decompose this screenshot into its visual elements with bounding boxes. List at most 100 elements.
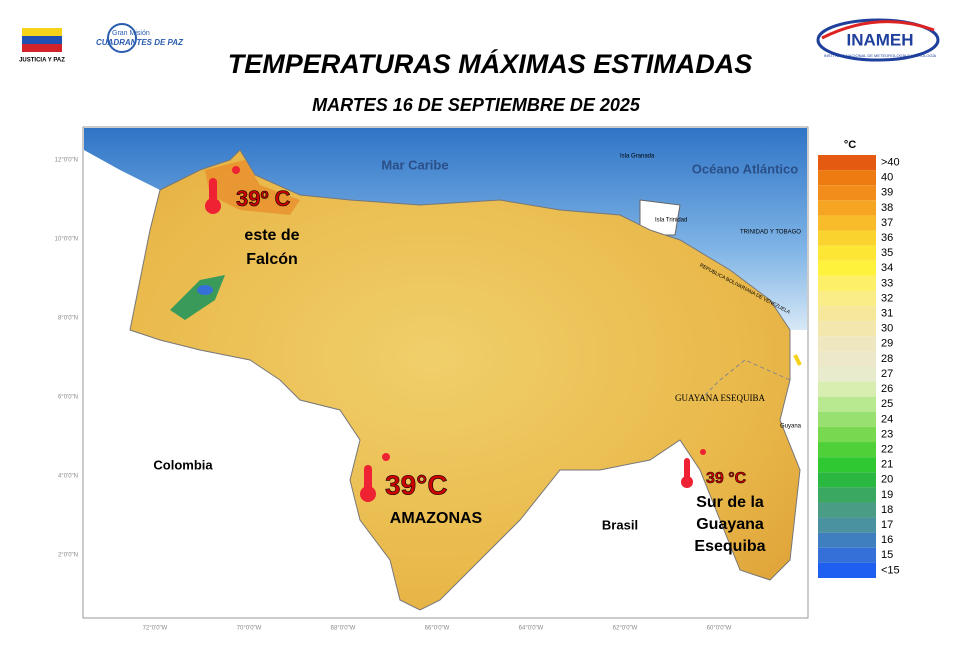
legend-label: 26 xyxy=(881,383,893,395)
map-label: Océano Atlántico xyxy=(692,161,798,176)
title: TEMPERATURAS MÁXIMAS ESTIMADAS xyxy=(228,48,753,79)
legend-swatch xyxy=(818,260,876,276)
island xyxy=(639,199,681,236)
sea xyxy=(84,128,807,330)
lat-label: 4°0'0"N xyxy=(58,474,78,480)
legend-swatch xyxy=(818,547,876,563)
annotation-temp: 39º C xyxy=(236,186,291,211)
map-label: Brasil xyxy=(602,517,638,532)
map-label: Colombia xyxy=(153,457,213,472)
annotation-place: Sur de la Guayana Esequiba xyxy=(694,494,765,555)
logo-inameh: INAMEH INSTITUTO NACIONAL DE METEOROLOGÍ… xyxy=(816,18,940,62)
lat-label: 12°0'0"N xyxy=(55,158,78,164)
legend-swatch xyxy=(818,396,876,412)
legend-swatch xyxy=(818,230,876,246)
legend-label: 34 xyxy=(881,262,893,274)
legend-swatch xyxy=(818,215,876,231)
legend-swatch xyxy=(818,426,876,443)
legend-swatch xyxy=(818,200,876,216)
logo-text: Gran Misión xyxy=(112,30,150,37)
legend-label: <15 xyxy=(881,564,900,576)
annotation: 39º C este de Falcón xyxy=(205,166,300,268)
legend-swatch xyxy=(818,457,876,473)
map-label: Isla Trinidad xyxy=(655,218,687,224)
lon-labels: 72°0'0"W 70°0'0"W 68°0'0"W 66°0'0"W 64°0'0"W… xyxy=(143,626,732,632)
legend-swatch xyxy=(818,487,876,503)
legend-label: 33 xyxy=(881,277,893,289)
legend-swatch xyxy=(818,502,876,518)
legend-label: 39 xyxy=(881,187,893,199)
annotation-temp: 39°C xyxy=(385,469,448,500)
legend-label: 17 xyxy=(881,519,893,531)
lon-label: 64°0'0"W xyxy=(519,626,544,632)
marker xyxy=(793,354,802,366)
legend-swatch xyxy=(818,562,876,578)
legend-swatch xyxy=(818,411,876,427)
logo-text: CUADRANTES DE PAZ xyxy=(96,38,184,47)
lon-label: 72°0'0"W xyxy=(143,626,168,632)
legend: >40 40 39 38 37 36 35 34 33 32 31 30 29 28 27 26 25 24 23 2… xyxy=(818,155,900,578)
logo-mision: Gran Misión CUADRANTES DE PAZ xyxy=(96,23,184,53)
legend-swatch xyxy=(818,290,876,307)
lat-labels: 12°0'0"N 10°0'0"N 8°0'0"N 6°0'0"N 4°0'0"N 2°0… xyxy=(55,158,78,559)
legend-label: 29 xyxy=(881,338,893,350)
annotation-place: AMAZONAS xyxy=(390,510,483,527)
legend-swatch xyxy=(818,472,876,488)
legend-swatch xyxy=(818,245,876,261)
legend-label: 16 xyxy=(881,534,893,546)
andes xyxy=(170,275,225,320)
legend-swatch xyxy=(818,366,876,382)
subtitle: MARTES 16 DE SEPTIEMBRE DE 2025 xyxy=(312,95,641,115)
legend-label: 22 xyxy=(881,443,893,455)
lat-label: 2°0'0"N xyxy=(58,553,78,559)
map-label: Guyana xyxy=(780,424,802,430)
venezuela xyxy=(129,149,801,611)
legend-swatch xyxy=(818,170,876,186)
annotation: 39°C AMAZONAS xyxy=(360,453,483,527)
legend-title: °C xyxy=(844,139,856,151)
map-label: Isla Granada xyxy=(620,154,655,160)
lon-label: 66°0'0"W xyxy=(425,626,450,632)
map-label: GUAYANA ESEQUIBA xyxy=(675,393,765,403)
lon-label: 68°0'0"W xyxy=(331,626,356,632)
lat-label: 8°0'0"N xyxy=(58,316,78,322)
hot-zone xyxy=(205,160,300,215)
legend-label: 27 xyxy=(881,368,893,380)
lon-label: 60°0'0"W xyxy=(707,626,732,632)
legend-swatch xyxy=(818,442,876,458)
annotation-place: este de Falcón xyxy=(244,227,299,268)
legend-label: 21 xyxy=(881,459,893,471)
legend-label: 37 xyxy=(881,217,893,229)
legend-label: 25 xyxy=(881,398,893,410)
legend-swatch xyxy=(818,381,876,397)
annotation: 39 °C Sur de la Guayana Esequiba xyxy=(681,449,766,555)
legend-swatch xyxy=(818,336,876,352)
legend-swatch xyxy=(818,351,876,367)
annotation-temp: 39 °C xyxy=(706,470,747,487)
legend-label: 40 xyxy=(881,172,893,184)
lat-label: 6°0'0"N xyxy=(58,395,78,401)
legend-label: 19 xyxy=(881,489,893,501)
map-label: Mar Caribe xyxy=(381,157,448,172)
andes-peak xyxy=(197,285,213,295)
legend-swatch xyxy=(818,517,876,533)
legend-label: 30 xyxy=(881,323,893,335)
legend-label: 38 xyxy=(881,202,893,214)
legend-label: >40 xyxy=(881,156,900,168)
legend-swatch xyxy=(818,532,876,548)
legend-label: 28 xyxy=(881,353,893,365)
legend-swatch xyxy=(818,185,876,201)
lon-label: 70°0'0"W xyxy=(237,626,262,632)
legend-label: 20 xyxy=(881,474,893,486)
logo-left: JUSTICIA Y PAZ xyxy=(19,28,65,64)
legend-swatch xyxy=(818,306,876,322)
lat-label: 10°0'0"N xyxy=(55,237,78,243)
legend-label: 32 xyxy=(881,292,893,304)
legend-label: 36 xyxy=(881,232,893,244)
logo-caption: INSTITUTO NACIONAL DE METEOROLOGÍA E HID… xyxy=(824,53,937,58)
legend-label: 23 xyxy=(881,428,893,440)
legend-swatch xyxy=(818,155,876,171)
logo-text: INAMEH xyxy=(846,30,913,49)
legend-swatch xyxy=(818,275,876,291)
